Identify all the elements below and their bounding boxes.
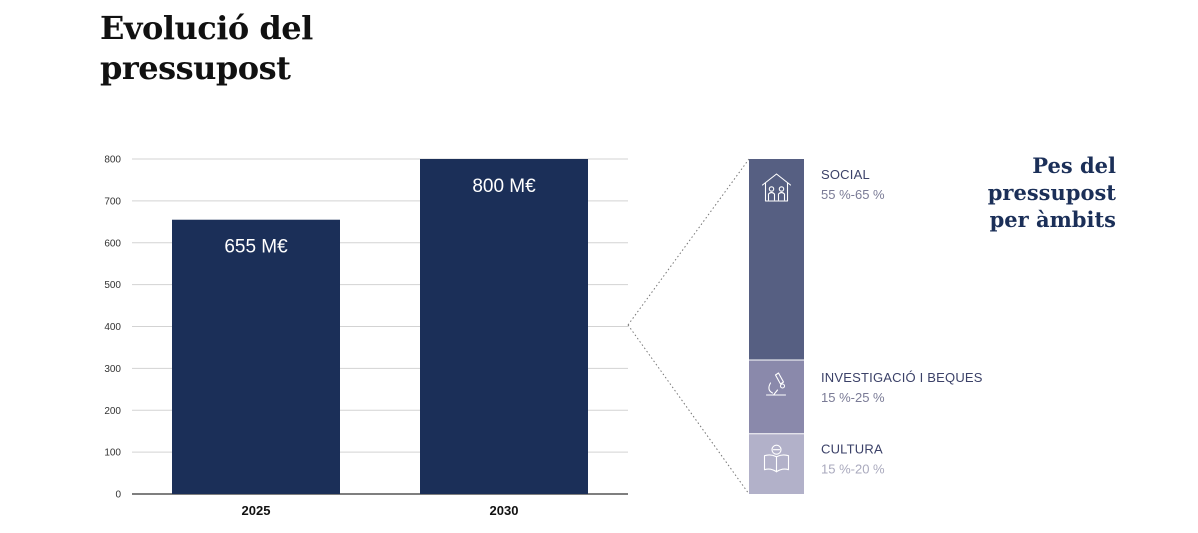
connector-line-top <box>627 158 750 326</box>
x-axis-labels: 2025 2030 <box>242 503 519 518</box>
segment-range: 15 %-25 % <box>821 390 885 405</box>
breakdown-title: Pes del pressupost per àmbits <box>987 153 1116 232</box>
y-tick-label: 300 <box>104 364 121 375</box>
y-tick-label: 500 <box>104 280 121 291</box>
stack-segment <box>749 159 804 360</box>
y-tick-label: 800 <box>104 155 121 166</box>
y-tick-label: 0 <box>115 490 121 501</box>
segment-range: 55 %-65 % <box>821 187 885 202</box>
y-tick-label: 400 <box>104 322 121 333</box>
x-tick-label: 2025 <box>242 503 271 518</box>
book-icon <box>763 444 790 473</box>
bar-2025 <box>172 219 340 494</box>
y-tick-label: 600 <box>104 238 121 249</box>
bar-value-label: 655 M€ <box>224 237 288 258</box>
y-axis-ticks: 0 100 200 300 400 500 600 700 800 <box>104 155 121 501</box>
x-tick-label: 2030 <box>490 503 519 518</box>
bars: 655 M€ 800 M€ <box>172 159 588 494</box>
bar-value-label: 800 M€ <box>472 176 536 197</box>
connector-line-bottom <box>627 324 750 495</box>
stacked-breakdown: SOCIAL 55 %-65 % INVESTIGACIÓ I BEQUES 15 %… <box>749 159 983 494</box>
connector-lines <box>627 158 750 495</box>
family-house-icon <box>761 173 792 202</box>
stack-segment <box>749 360 804 434</box>
bar-2030 <box>420 159 588 494</box>
microscope-icon <box>765 372 787 396</box>
y-tick-label: 700 <box>104 196 121 207</box>
y-tick-label: 100 <box>104 448 121 459</box>
page-title: Evolució del pressupost <box>100 9 313 87</box>
segment-name: INVESTIGACIÓ I BEQUES <box>821 370 983 385</box>
segment-name: SOCIAL <box>821 167 870 182</box>
segment-range: 15 %-20 % <box>821 462 885 477</box>
y-tick-label: 200 <box>104 406 121 417</box>
segment-name: CULTURA <box>821 442 883 457</box>
